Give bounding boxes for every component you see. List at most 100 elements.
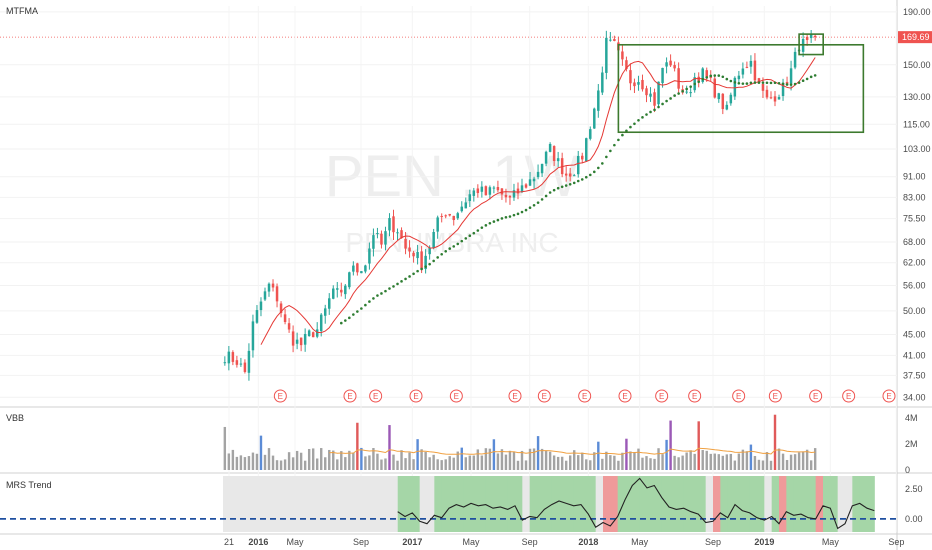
volume-bar	[504, 454, 508, 470]
mrs-trend-segment	[691, 476, 699, 532]
sma-slow-dot	[657, 105, 660, 109]
sma-slow-dot	[500, 217, 504, 220]
earnings-label: E	[413, 392, 418, 401]
volume-bar	[271, 455, 275, 470]
volume-bar	[508, 450, 512, 470]
sma-slow-dot	[661, 102, 664, 106]
sma-slow-dot	[721, 75, 725, 79]
earnings-marker[interactable]	[618, 389, 632, 403]
price-tick-label: 190.00	[903, 7, 931, 17]
earnings-marker[interactable]	[409, 389, 423, 403]
sma-slow-dot	[705, 76, 709, 79]
candle	[717, 93, 721, 100]
candle	[757, 78, 761, 84]
mrs-trend-segment	[859, 476, 868, 532]
volume-bar	[424, 451, 427, 470]
volume-bar	[239, 455, 243, 470]
candle	[323, 308, 327, 316]
candle	[657, 81, 660, 105]
candle	[444, 215, 447, 217]
sma-slow-dot	[552, 188, 556, 192]
earnings-marker[interactable]	[655, 389, 669, 403]
candle	[392, 216, 395, 233]
sma-slow-dot	[613, 143, 616, 147]
volume-bar	[589, 460, 592, 470]
candle	[476, 188, 480, 194]
volume-bar	[532, 448, 536, 470]
volume-bar	[653, 458, 656, 470]
volume-bar	[231, 449, 235, 470]
volume-bar	[303, 460, 307, 470]
candle	[263, 291, 267, 300]
candle	[348, 272, 351, 288]
volume-bar	[745, 451, 749, 470]
sma-slow-dot	[761, 81, 765, 84]
breakout-box[interactable]	[798, 33, 824, 56]
last-price-badge	[898, 31, 932, 44]
earnings-marker[interactable]	[508, 389, 522, 403]
candle	[572, 175, 576, 177]
sma-slow-dot	[633, 122, 636, 126]
candle	[259, 301, 263, 311]
candle	[641, 79, 644, 90]
volume-bar	[468, 455, 472, 470]
earnings-marker[interactable]	[688, 389, 702, 403]
sma-slow-dot	[424, 265, 427, 268]
volume-bar	[372, 448, 375, 470]
sma-slow-dot	[516, 212, 520, 216]
sma-slow-dot	[492, 220, 496, 223]
earnings-label: E	[813, 392, 818, 401]
mrs-trend-segment	[632, 476, 641, 532]
candle	[356, 263, 359, 273]
volume-bar	[484, 448, 488, 470]
volume-bar	[657, 448, 660, 470]
candle	[396, 232, 399, 234]
consolidation-box[interactable]	[617, 43, 865, 134]
volume-bar	[705, 450, 708, 470]
earnings-marker[interactable]	[732, 389, 746, 403]
earnings-marker[interactable]	[578, 389, 592, 403]
earnings-marker[interactable]	[809, 389, 823, 403]
sma-slow-dot	[468, 234, 472, 238]
earnings-marker[interactable]	[369, 389, 383, 403]
candle	[376, 233, 379, 235]
sma-slow-dot	[368, 300, 371, 303]
candle	[492, 187, 496, 189]
volume-bar	[444, 459, 447, 470]
sma-slow-dot	[416, 269, 419, 273]
earnings-label: E	[659, 392, 664, 401]
volume-bar	[633, 452, 636, 470]
sma-slow-dot	[380, 292, 383, 295]
mrs-trend-segment	[698, 476, 707, 532]
candle	[609, 39, 612, 41]
volume-bar	[645, 456, 648, 470]
earnings-label: E	[454, 392, 459, 401]
sma-slow-dot	[641, 116, 644, 119]
time-tick-label: May	[286, 537, 304, 547]
volume-bar	[536, 436, 540, 470]
candle	[279, 303, 283, 314]
candle	[653, 92, 656, 106]
volume-bar	[464, 457, 467, 470]
mrs-trend-segment	[434, 476, 443, 532]
candle	[560, 158, 564, 175]
earnings-marker[interactable]	[537, 389, 551, 403]
earnings-marker[interactable]	[273, 389, 287, 403]
earnings-marker[interactable]	[882, 389, 896, 403]
earnings-label: E	[886, 392, 891, 401]
sma-slow-dot	[444, 249, 448, 253]
candle	[581, 155, 584, 160]
earnings-marker[interactable]	[842, 389, 856, 403]
mrs-trend-segment	[412, 476, 421, 532]
candle	[564, 173, 568, 176]
sma-slow-dot	[388, 287, 391, 290]
earnings-marker[interactable]	[768, 389, 782, 403]
sma-slow-dot	[344, 319, 347, 322]
earnings-marker[interactable]	[449, 389, 463, 403]
earnings-marker[interactable]	[343, 389, 357, 403]
volume-bar	[279, 460, 283, 470]
candle	[733, 77, 737, 97]
mrs-trend-segment	[669, 476, 677, 532]
candle	[416, 251, 419, 259]
